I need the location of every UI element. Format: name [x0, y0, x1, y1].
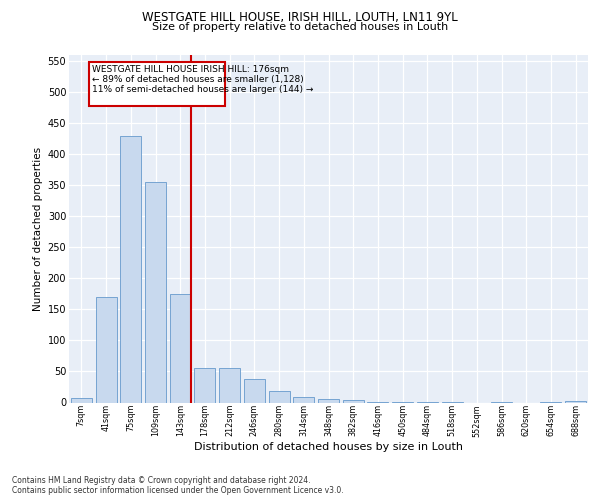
- Text: ← 89% of detached houses are smaller (1,128): ← 89% of detached houses are smaller (1,…: [92, 75, 304, 84]
- Bar: [120, 136, 141, 402]
- Bar: [293, 397, 314, 402]
- Bar: [318, 400, 339, 402]
- Bar: [71, 398, 92, 402]
- Bar: [145, 182, 166, 402]
- Text: Contains public sector information licensed under the Open Government Licence v3: Contains public sector information licen…: [12, 486, 344, 495]
- Text: WESTGATE HILL HOUSE IRISH HILL: 176sqm: WESTGATE HILL HOUSE IRISH HILL: 176sqm: [92, 65, 289, 74]
- FancyBboxPatch shape: [89, 62, 224, 106]
- Text: Contains HM Land Registry data © Crown copyright and database right 2024.: Contains HM Land Registry data © Crown c…: [12, 476, 311, 485]
- Y-axis label: Number of detached properties: Number of detached properties: [34, 146, 43, 311]
- Bar: [343, 400, 364, 402]
- Text: Size of property relative to detached houses in Louth: Size of property relative to detached ho…: [152, 22, 448, 32]
- Bar: [244, 379, 265, 402]
- Bar: [194, 368, 215, 402]
- Text: Distribution of detached houses by size in Louth: Distribution of detached houses by size …: [194, 442, 463, 452]
- Text: 11% of semi-detached houses are larger (144) →: 11% of semi-detached houses are larger (…: [92, 85, 314, 94]
- Bar: [95, 297, 116, 403]
- Bar: [219, 368, 240, 402]
- Bar: [170, 294, 191, 403]
- Text: WESTGATE HILL HOUSE, IRISH HILL, LOUTH, LN11 9YL: WESTGATE HILL HOUSE, IRISH HILL, LOUTH, …: [142, 11, 458, 24]
- Bar: [269, 392, 290, 402]
